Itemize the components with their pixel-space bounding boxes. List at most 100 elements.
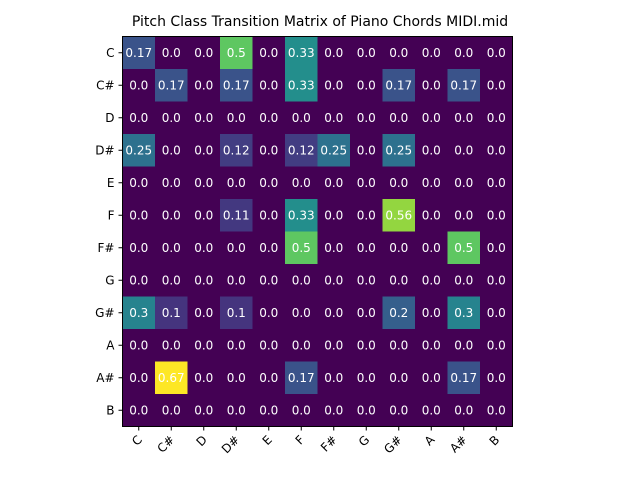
heatmap-cell <box>220 329 253 362</box>
heatmap-cell <box>382 101 416 135</box>
cell-value-label: 0.0 <box>422 176 441 190</box>
cell-value-label: 0.0 <box>324 176 343 190</box>
heatmap-cell <box>350 199 383 232</box>
heatmap-cell <box>480 199 513 232</box>
heatmap-cell <box>447 36 481 70</box>
cell-value-label: 0.1 <box>227 306 246 320</box>
cell-value-label: 0.17 <box>223 78 250 92</box>
heatmap-cell <box>317 101 351 135</box>
y-axis-ticks: C C# D D# E F F# G G# A A# B <box>95 46 123 417</box>
cell-value-label: 0.0 <box>357 371 376 385</box>
cell-value-label: 0.0 <box>129 403 148 417</box>
heatmap-cell <box>155 69 188 102</box>
cell-value-label: 0.5 <box>292 241 311 255</box>
heatmap-cell <box>187 134 221 167</box>
cell-value-label: 0.0 <box>487 46 506 60</box>
heatmap-cell <box>252 231 286 265</box>
cell-value-label: 0.0 <box>389 403 408 417</box>
heatmap-cell <box>252 36 286 70</box>
heatmap-cell <box>415 361 448 395</box>
cell-value-label: 0.0 <box>162 46 181 60</box>
x-tick-label: E <box>260 433 275 448</box>
heatmap-cell <box>122 329 156 362</box>
heatmap-cell <box>155 296 188 330</box>
heatmap-cell <box>122 264 156 297</box>
heatmap-cell <box>220 166 253 200</box>
y-tick-label: F# <box>98 241 115 255</box>
cell-value-label: 0.0 <box>129 176 148 190</box>
cell-value-label: 0.0 <box>194 78 213 92</box>
heatmap-cell <box>285 101 318 135</box>
heatmap-cell <box>350 394 383 427</box>
cell-value-label: 0.0 <box>227 111 246 125</box>
heatmap-cell <box>122 231 156 265</box>
heatmap-cell <box>187 69 221 102</box>
y-tick-label: A <box>106 338 115 352</box>
heatmap-cell <box>350 231 383 265</box>
cell-value-label: 0.0 <box>357 111 376 125</box>
cell-value-label: 0.0 <box>487 143 506 157</box>
heatmap-cell <box>252 101 286 135</box>
heatmap-cell <box>187 231 221 265</box>
heatmap-cell <box>447 231 481 265</box>
y-tick-label: G <box>105 273 114 287</box>
cell-value-label: 0.12 <box>288 143 315 157</box>
cell-value-label: 0.0 <box>194 111 213 125</box>
axes-frame <box>122 36 513 427</box>
cell-value-label: 0.0 <box>389 111 408 125</box>
heatmap-cell <box>382 36 416 70</box>
cell-value-label: 0.0 <box>129 241 148 255</box>
heatmap-cell <box>350 36 383 70</box>
heatmap-cell <box>382 134 416 167</box>
heatmap-cell <box>155 36 188 70</box>
heatmap-cell <box>447 361 481 395</box>
heatmap-cell <box>220 199 253 232</box>
cell-value-label: 0.0 <box>422 371 441 385</box>
x-tick-label: F# <box>318 433 340 455</box>
cell-value-label: 0.0 <box>129 338 148 352</box>
heatmap-cell <box>285 134 318 167</box>
heatmap-cell <box>317 361 351 395</box>
x-tick-label: C# <box>154 433 177 456</box>
heatmap-cell <box>447 329 481 362</box>
cell-value-label: 0.0 <box>162 143 181 157</box>
heatmap-cell <box>350 296 383 330</box>
heatmap-cell <box>415 264 448 297</box>
cell-value-label: 0.25 <box>125 143 152 157</box>
cell-value-label: 0.0 <box>129 111 148 125</box>
heatmap-cell <box>317 264 351 297</box>
x-tick-label: C <box>129 433 145 449</box>
cell-value-label: 0.0 <box>357 306 376 320</box>
cell-value-label: 0.56 <box>385 208 412 222</box>
heatmap-cell <box>480 101 513 135</box>
y-tick-label: B <box>106 403 114 417</box>
heatmap-cell <box>285 361 318 395</box>
cell-value-label: 0.0 <box>259 46 278 60</box>
heatmap-cell <box>447 296 481 330</box>
heatmap-cell <box>285 231 318 265</box>
heatmap-cell <box>187 166 221 200</box>
cell-value-label: 0.0 <box>194 241 213 255</box>
heatmap-cell <box>447 134 481 167</box>
cell-value-label: 0.0 <box>227 338 246 352</box>
cell-value-label: 0.0 <box>194 143 213 157</box>
heatmap-cell <box>220 69 253 102</box>
heatmap-cell <box>122 394 156 427</box>
heatmap-cell <box>122 101 156 135</box>
cell-value-label: 0.0 <box>324 208 343 222</box>
cell-value-label: 0.0 <box>129 371 148 385</box>
cell-value-label: 0.0 <box>324 306 343 320</box>
heatmap-cell <box>252 361 286 395</box>
cell-value-label: 0.0 <box>194 273 213 287</box>
cell-value-label: 0.0 <box>162 403 181 417</box>
cell-value-label: 0.0 <box>194 306 213 320</box>
cell-value-label: 0.1 <box>162 306 181 320</box>
heatmap-cell <box>122 296 156 330</box>
heatmap-cell <box>317 329 351 362</box>
cell-value-label: 0.11 <box>223 208 250 222</box>
heatmap-cell <box>285 166 318 200</box>
cell-value-label: 0.17 <box>125 46 152 60</box>
cell-value-label: 0.25 <box>320 143 347 157</box>
heatmap-cell <box>220 231 253 265</box>
